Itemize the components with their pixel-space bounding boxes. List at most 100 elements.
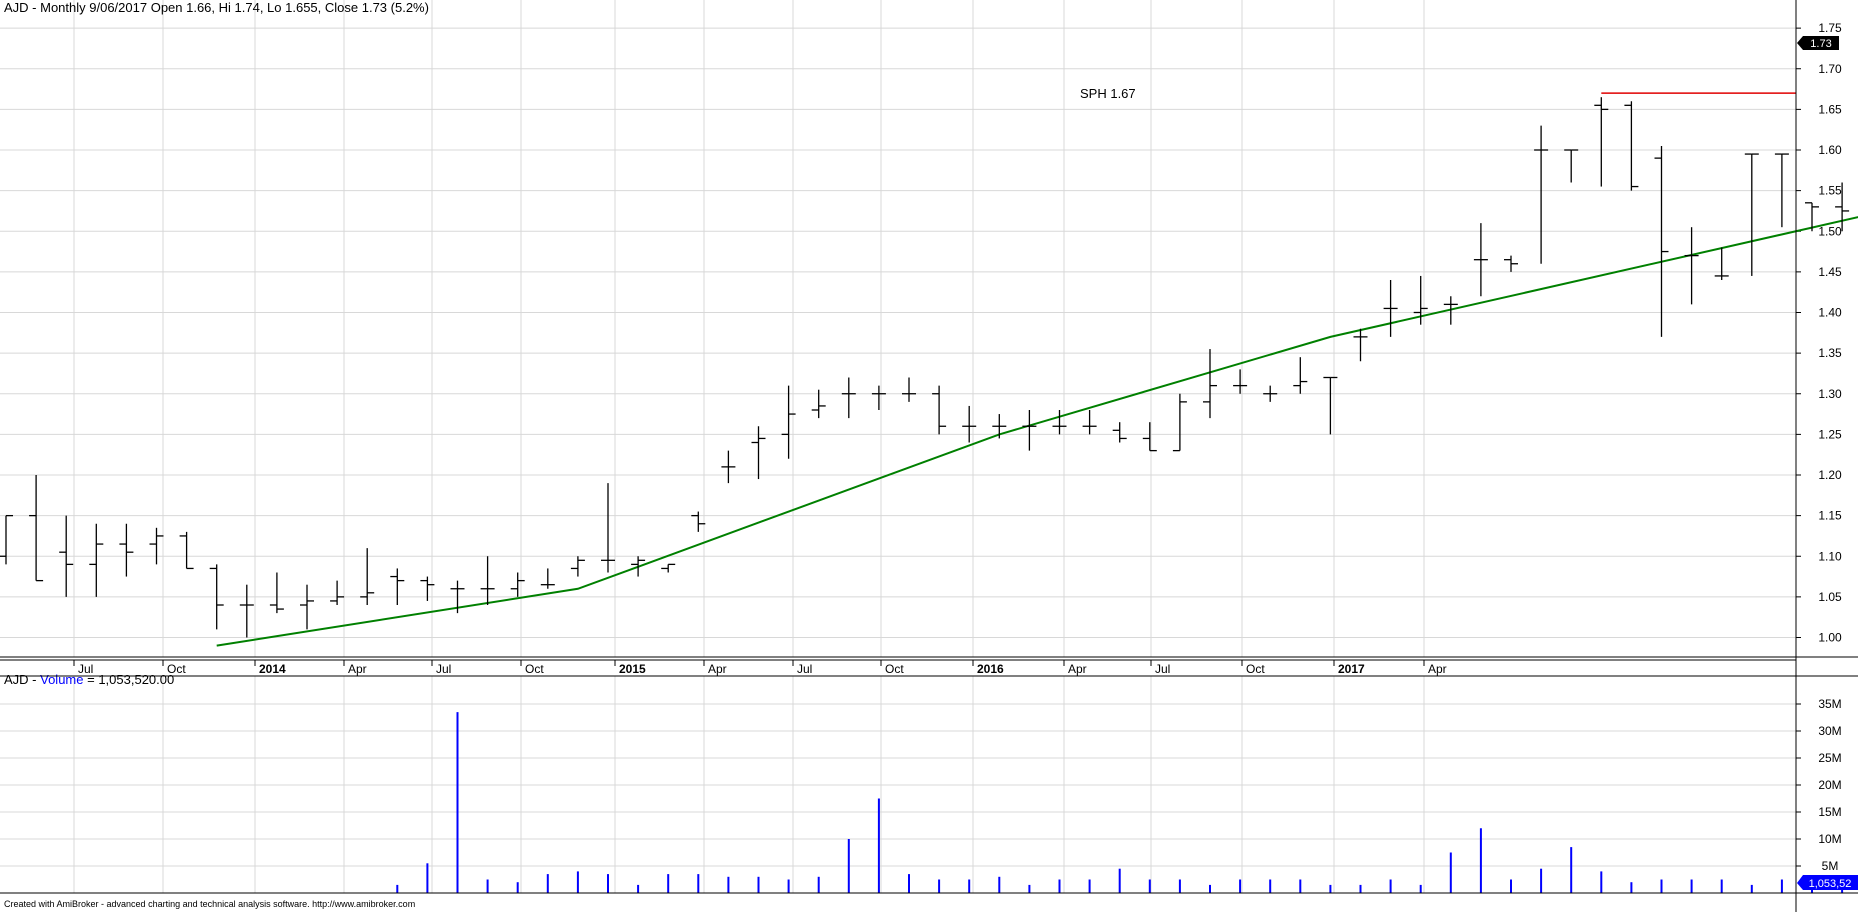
ohlc-bar bbox=[390, 568, 405, 605]
ohlc-bar bbox=[89, 523, 104, 597]
price-header-separator: - bbox=[29, 0, 41, 15]
footer-credit: Created with AmiBroker - advanced charti… bbox=[4, 899, 415, 909]
trend-layer bbox=[216, 92, 1858, 647]
volume-tick-label: 15M bbox=[1818, 805, 1841, 819]
price-axis: 1.00 1.05 1.10 1.15 1.20 1.25 1.30 1.35 1.40 1.45… bbox=[1796, 21, 1842, 645]
ohlc-bar bbox=[992, 414, 1007, 439]
price-tick-label: 1.55 bbox=[1818, 184, 1842, 198]
price-header: AJD - Monthly 9/06/2017 Open 1.66, Hi 1.… bbox=[4, 0, 429, 15]
volume-header-prefix: AJD - bbox=[4, 672, 40, 687]
ohlc-bar bbox=[1353, 328, 1368, 362]
ohlc-bar bbox=[1594, 97, 1609, 187]
ohlc-bar bbox=[450, 580, 465, 614]
time-tick-label: Jul bbox=[797, 662, 812, 676]
price-tick-label: 1.15 bbox=[1818, 509, 1842, 523]
price-tick-label: 1.30 bbox=[1818, 387, 1842, 401]
price-tick-label: 1.70 bbox=[1818, 62, 1842, 76]
ohlc-bar bbox=[1022, 410, 1037, 451]
ohlc-bar bbox=[1774, 153, 1789, 228]
ohlc-bar bbox=[1383, 280, 1398, 337]
price-grid bbox=[0, 0, 1796, 657]
time-tick-label: Oct bbox=[1246, 662, 1265, 676]
ohlc-bar bbox=[601, 483, 615, 573]
last-volume-badge-text: 1,053,52 bbox=[1809, 878, 1852, 890]
price-tick-label: 1.75 bbox=[1818, 21, 1842, 35]
ohlc-bar bbox=[540, 568, 555, 589]
sph-label: SPH 1.67 bbox=[1080, 86, 1136, 101]
price-tick-label: 1.45 bbox=[1818, 265, 1842, 279]
ohlc-bar bbox=[1443, 296, 1458, 325]
ohlc-bar bbox=[691, 511, 706, 532]
time-tick-label: 2015 bbox=[619, 662, 646, 676]
ohlc-bar bbox=[1172, 393, 1187, 452]
ohlc-bar bbox=[59, 515, 74, 597]
ohlc-bar bbox=[1112, 422, 1127, 443]
volume-axis: 5M 10M 15M 20M 25M 30M 35M bbox=[1796, 697, 1842, 873]
volume-tick-label: 10M bbox=[1818, 832, 1841, 846]
time-tick-label: Apr bbox=[708, 662, 727, 676]
price-header-text: Monthly 9/06/2017 Open 1.66, Hi 1.74, Lo… bbox=[40, 0, 429, 15]
volume-tick-label: 35M bbox=[1818, 697, 1841, 711]
ohlc-bar bbox=[179, 531, 194, 570]
ohlc-bar bbox=[721, 450, 736, 484]
ohlc-bar bbox=[1413, 275, 1428, 325]
volume-tick-label: 20M bbox=[1818, 778, 1841, 792]
ohlc-bar bbox=[1714, 247, 1729, 280]
ohlc-bar bbox=[1684, 227, 1699, 305]
volume-tick-label: 25M bbox=[1818, 751, 1841, 765]
last-price-badge-bg bbox=[1803, 36, 1839, 50]
time-tick-label: Jul bbox=[78, 662, 93, 676]
price-bars bbox=[0, 97, 1850, 638]
price-tick-label: 1.10 bbox=[1818, 549, 1842, 563]
last-price-badge-pointer bbox=[1797, 36, 1803, 50]
volume-header-value: = 1,053,520.00 bbox=[84, 672, 175, 687]
price-tick-label: 1.40 bbox=[1818, 306, 1842, 320]
last-price-badge-text: 1.73 bbox=[1810, 38, 1831, 50]
ohlc-bar bbox=[239, 584, 254, 638]
volume-tick-label: 5M bbox=[1822, 859, 1839, 873]
ohlc-bar bbox=[1805, 202, 1819, 232]
volume-tick-label: 30M bbox=[1818, 724, 1841, 738]
ohlc-bar bbox=[570, 556, 585, 577]
ohlc-bar bbox=[1835, 182, 1850, 232]
price-tick-label: 1.25 bbox=[1818, 427, 1842, 441]
ohlc-bar bbox=[360, 548, 375, 605]
time-tick-label: Oct bbox=[167, 662, 186, 676]
time-tick-label: 2017 bbox=[1338, 662, 1365, 676]
last-volume-badge-pointer bbox=[1797, 875, 1803, 890]
price-tick-label: 1.60 bbox=[1818, 143, 1842, 157]
time-tick-label: 2016 bbox=[977, 662, 1004, 676]
ohlc-bar bbox=[510, 572, 525, 597]
volume-grid bbox=[0, 676, 1796, 893]
ohlc-bar bbox=[1203, 349, 1217, 419]
ohlc-bar bbox=[149, 527, 164, 565]
time-tick-label: Oct bbox=[525, 662, 544, 676]
time-tick-label: Apr bbox=[1068, 662, 1087, 676]
ohlc-bar bbox=[119, 523, 134, 577]
ohlc-bar bbox=[300, 584, 314, 630]
volume-header: AJD - Volume = 1,053,520.00 bbox=[4, 672, 174, 687]
price-header-symbol: AJD bbox=[4, 0, 29, 15]
last-price-badge: 1.73 bbox=[1797, 36, 1839, 50]
ohlc-bar bbox=[932, 385, 947, 435]
volume-header-label: Volume bbox=[40, 672, 83, 687]
ohlc-bar bbox=[1263, 385, 1278, 402]
ohlc-bar bbox=[962, 405, 977, 443]
last-volume-badge: 1,053,52 bbox=[1797, 875, 1858, 890]
ohlc-bar bbox=[1142, 422, 1157, 452]
last-volume-badge-bg bbox=[1803, 875, 1858, 890]
ohlc-bar bbox=[902, 377, 916, 402]
ohlc-bar bbox=[1082, 410, 1097, 435]
support-trendline bbox=[216, 216, 1858, 647]
ohlc-bar bbox=[631, 556, 646, 577]
ohlc-bar bbox=[1564, 149, 1579, 183]
price-tick-label: 1.20 bbox=[1818, 468, 1842, 482]
ohlc-bar bbox=[1323, 376, 1338, 435]
price-tick-label: 1.50 bbox=[1818, 224, 1842, 238]
time-tick-label: Apr bbox=[1428, 662, 1447, 676]
ohlc-bar bbox=[1624, 101, 1639, 191]
time-axis: Jul Oct 2014 Apr Jul Oct 2015 Apr Jul Oct 2016 Apr J… bbox=[73, 660, 1447, 676]
price-tick-label: 1.05 bbox=[1818, 590, 1842, 604]
